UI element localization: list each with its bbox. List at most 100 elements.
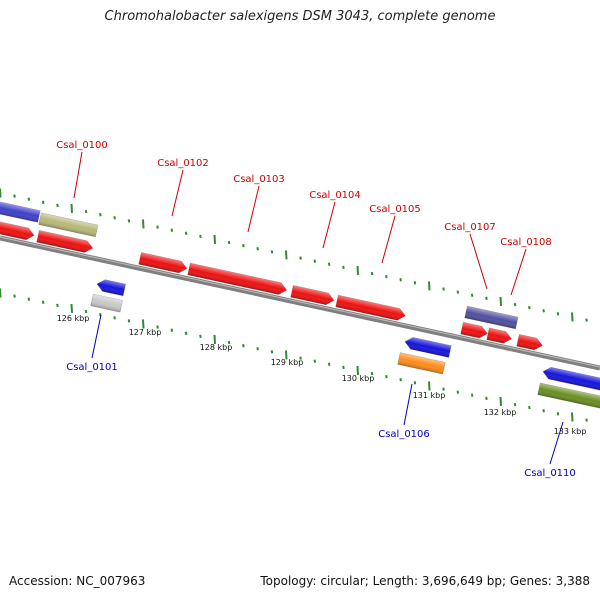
tick-label: 129 kbp bbox=[271, 358, 304, 367]
leader-line bbox=[247, 185, 260, 233]
tick-mark bbox=[571, 412, 574, 422]
tick-mark bbox=[528, 305, 531, 310]
tick-mark bbox=[513, 402, 517, 407]
reverse-gene-feature bbox=[404, 337, 452, 358]
leader-line bbox=[322, 201, 336, 249]
tick-mark bbox=[470, 393, 474, 397]
tick-mark bbox=[84, 309, 88, 314]
tick-mark bbox=[184, 231, 188, 235]
tick-mark bbox=[27, 297, 31, 301]
accession-text: Accession: NC_007963 bbox=[9, 574, 146, 588]
tick-label: 132 kbp bbox=[484, 408, 517, 417]
reverse-gene-feature bbox=[96, 279, 126, 297]
tick-mark bbox=[513, 302, 517, 307]
tick-mark bbox=[399, 278, 402, 282]
tick-mark bbox=[242, 244, 245, 248]
genome-backbone bbox=[0, 235, 600, 371]
tick-mark bbox=[127, 219, 131, 223]
tick-mark bbox=[313, 359, 317, 363]
reverse-gene-feature bbox=[90, 293, 123, 313]
tick-mark bbox=[542, 409, 545, 413]
genome-summary-text: Topology: circular; Length: 3,696,649 bp… bbox=[260, 574, 590, 588]
tick-mark bbox=[370, 271, 374, 276]
tick-mark bbox=[213, 334, 216, 345]
tick-mark bbox=[571, 312, 574, 322]
tick-mark bbox=[428, 281, 431, 291]
forward-gene-feature bbox=[290, 285, 335, 306]
leader-line bbox=[171, 169, 184, 217]
forward-gene-feature bbox=[38, 212, 99, 238]
tick-mark bbox=[299, 256, 302, 260]
tick-mark bbox=[170, 228, 174, 232]
tick-mark bbox=[41, 300, 45, 304]
tick-mark bbox=[0, 288, 2, 298]
reverse-gene-feature bbox=[542, 366, 600, 391]
tick-mark bbox=[485, 396, 488, 401]
leader-line bbox=[73, 151, 83, 199]
tick-mark bbox=[442, 387, 445, 391]
tick-mark bbox=[256, 247, 259, 251]
tick-mark bbox=[327, 362, 331, 366]
tick-mark bbox=[70, 303, 73, 314]
tick-mark bbox=[585, 318, 588, 322]
tick-mark bbox=[213, 234, 216, 245]
tick-mark bbox=[27, 197, 31, 201]
tick-mark bbox=[428, 381, 431, 391]
backbone-highlight bbox=[0, 236, 600, 368]
forward-gene-feature bbox=[0, 200, 41, 223]
tick-mark bbox=[184, 331, 188, 335]
tick-mark bbox=[542, 309, 545, 313]
forward-gene-feature bbox=[464, 305, 519, 330]
gene-features bbox=[0, 200, 600, 409]
tick-mark bbox=[199, 234, 202, 239]
tick-mark bbox=[285, 350, 288, 360]
forward-gene-feature bbox=[335, 294, 406, 321]
tick-mark bbox=[442, 287, 445, 291]
tick-mark bbox=[370, 371, 374, 376]
leader-line bbox=[91, 314, 102, 359]
tick-mark bbox=[342, 265, 345, 270]
tick-mark bbox=[556, 412, 560, 416]
reverse-gene-feature bbox=[397, 352, 446, 375]
leader-line bbox=[403, 383, 413, 426]
tick-mark bbox=[299, 356, 302, 360]
gene-label: Csal_0105 bbox=[369, 204, 421, 215]
tick-mark bbox=[585, 418, 588, 422]
leader-line bbox=[381, 215, 396, 264]
tick-mark bbox=[199, 334, 202, 339]
tick-mark bbox=[270, 250, 274, 254]
tick-mark bbox=[313, 259, 317, 263]
tick-mark bbox=[528, 405, 531, 410]
tick-mark bbox=[41, 200, 45, 204]
tick-mark bbox=[142, 319, 145, 329]
leader-line bbox=[510, 248, 527, 296]
tick-mark bbox=[56, 203, 59, 208]
tick-mark bbox=[456, 390, 460, 394]
tick-mark bbox=[113, 316, 116, 320]
tick-mark bbox=[99, 213, 102, 217]
forward-gene-feature bbox=[486, 327, 512, 344]
label-leader-lines bbox=[73, 151, 564, 465]
tick-marks bbox=[0, 188, 588, 422]
tick-label: 127 kbp bbox=[129, 328, 162, 337]
tick-mark bbox=[556, 312, 560, 316]
forward-gene-feature bbox=[0, 220, 35, 241]
forward-gene-feature bbox=[516, 334, 543, 351]
leader-line bbox=[549, 421, 564, 465]
tick-label: 130 kbp bbox=[342, 374, 375, 383]
tick-mark bbox=[56, 303, 59, 308]
tick-mark bbox=[456, 290, 460, 294]
tick-mark bbox=[113, 216, 116, 220]
gene-label: Csal_0106 bbox=[378, 429, 430, 440]
forward-gene-feature bbox=[460, 321, 488, 339]
gene-label: Csal_0108 bbox=[500, 237, 552, 248]
tick-mark bbox=[256, 347, 259, 351]
gene-label: Csal_0101 bbox=[66, 362, 118, 373]
tick-mark bbox=[127, 319, 131, 323]
tick-mark bbox=[70, 203, 73, 214]
tick-mark bbox=[413, 281, 417, 285]
gene-label: Csal_0100 bbox=[56, 140, 108, 151]
forward-gene-feature bbox=[138, 252, 188, 274]
tick-mark bbox=[227, 240, 231, 245]
tick-mark bbox=[84, 209, 88, 214]
